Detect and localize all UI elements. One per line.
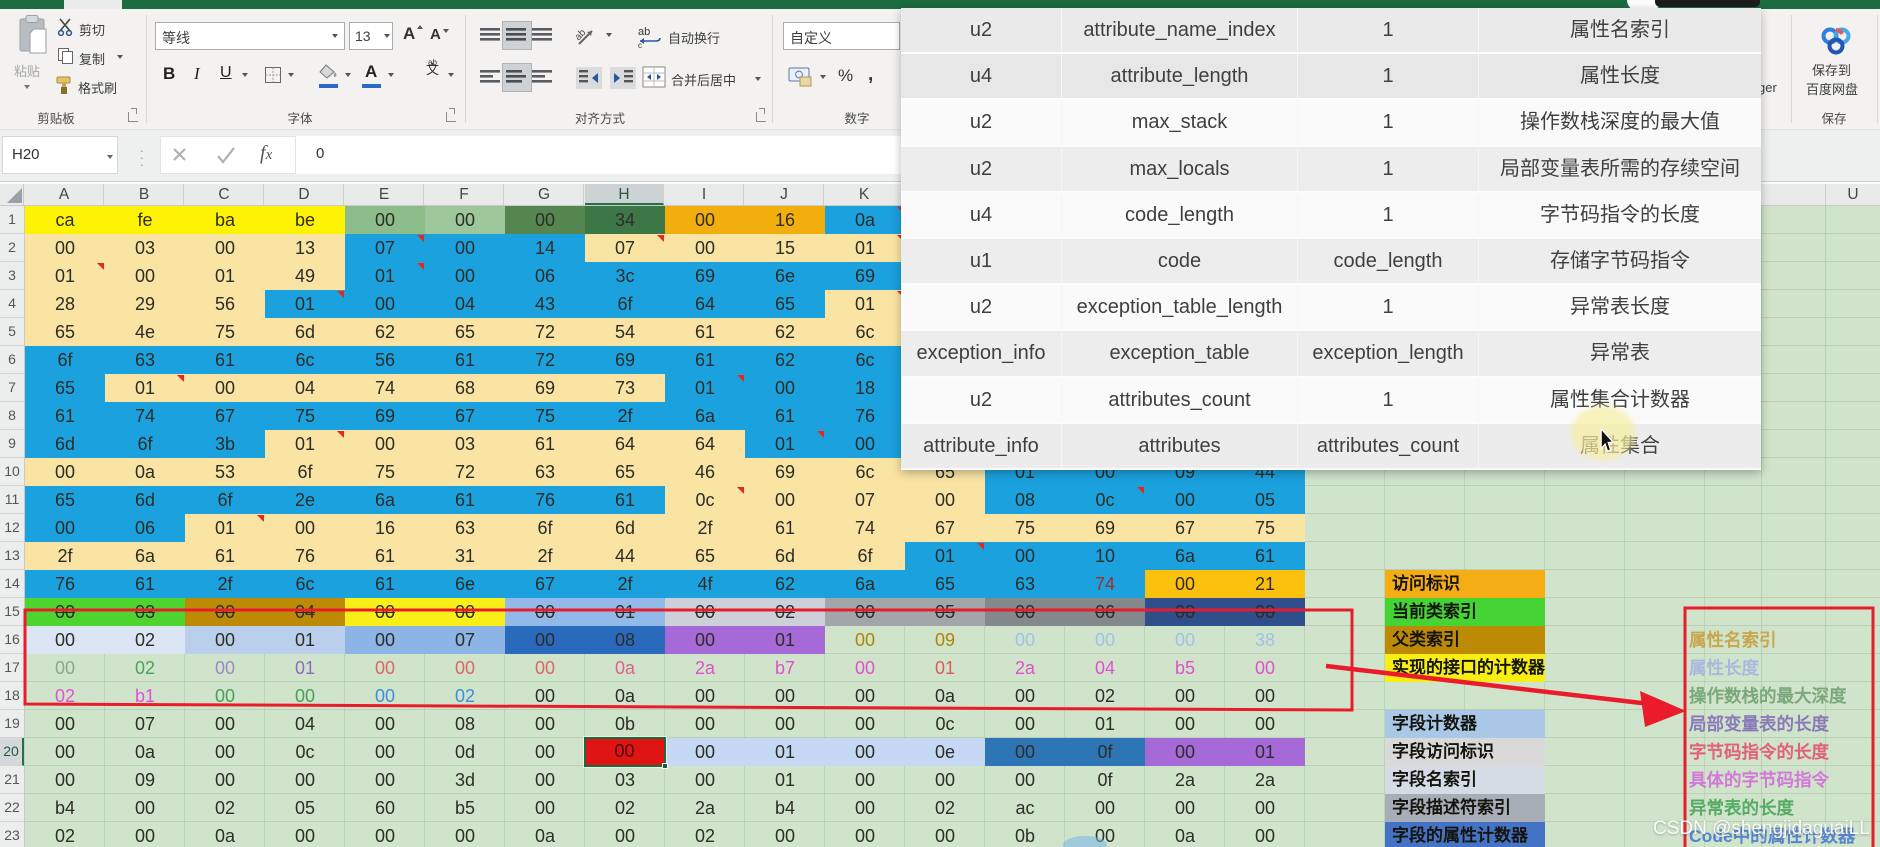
svg-text:ab: ab <box>638 26 650 38</box>
svg-text:c: c <box>638 41 642 48</box>
svg-text:ab: ab <box>576 27 589 43</box>
